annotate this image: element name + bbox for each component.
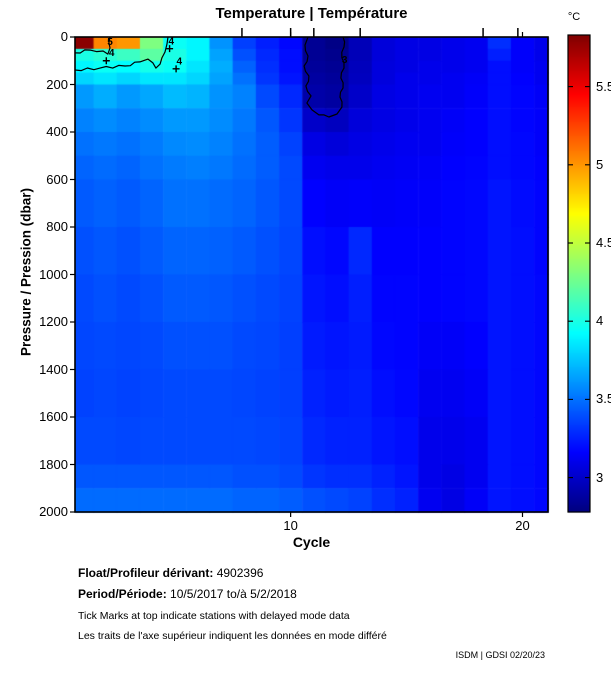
x-tick-label: 10: [283, 518, 298, 533]
delayed-mode-note-fr: Les traits de l'axe supérieur indiquent …: [78, 630, 387, 642]
period-line: Period/Période: 10/5/2017 to/à 5/2/2018: [78, 587, 297, 601]
y-tick-label: 800: [46, 219, 68, 234]
y-tick-label: 600: [46, 171, 68, 187]
y-tick-label: 1000: [39, 266, 68, 282]
colorbar-tick-label: 3.5: [596, 391, 611, 407]
colorbar-tick-label: 5.5: [596, 78, 611, 94]
agency-credit: ISDM | GDSI 02/20/23: [455, 650, 545, 660]
colorbar-tick-label: 5: [596, 156, 604, 172]
y-tick-label: 2000: [39, 504, 68, 519]
delayed-mode-note-en: Tick Marks at top indicate stations with…: [78, 610, 350, 622]
y-tick-label: 1200: [39, 314, 68, 329]
colorbar-unit-label: °C: [567, 11, 581, 23]
colorbar-tick-label: 4: [596, 313, 604, 329]
colorbar-tick-label: 3: [596, 469, 604, 485]
x-tick-label: 20: [515, 518, 530, 533]
float-id-value: 4902396: [216, 566, 264, 580]
float-id-line: Float/Profileur dérivant: 4902396: [78, 566, 263, 580]
y-tick-label: 1600: [39, 409, 68, 424]
colorbar-tick-label: 4.5: [596, 235, 611, 250]
x-axis-label: Cycle: [292, 534, 331, 550]
period-label: Period/Période:: [78, 587, 167, 601]
page-title: Temperature | Température: [215, 5, 408, 22]
y-tick-label: 400: [46, 124, 68, 139]
period-value: 10/5/2017 to/à 5/2/2018: [170, 587, 297, 601]
y-tick-label: 0: [60, 29, 68, 44]
y-tick-label: 1800: [39, 456, 68, 472]
y-tick-label: 1400: [39, 361, 68, 377]
float-id-label: Float/Profileur dérivant:: [78, 566, 214, 580]
y-tick-label: 200: [46, 76, 68, 92]
